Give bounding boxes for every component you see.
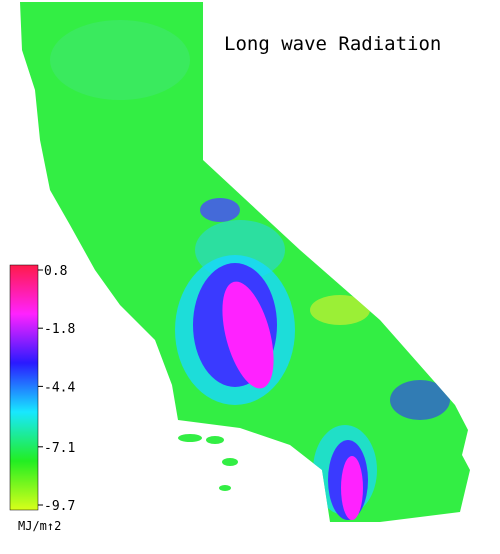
colorbar-tick-label: -1.8 xyxy=(44,322,75,337)
colorbar-tick-label: -4.4 xyxy=(44,380,75,395)
colorbar-tick-label: -7.1 xyxy=(44,441,75,456)
colorbar-unit: MJ/m↑2 xyxy=(18,519,61,533)
colorbar xyxy=(9,264,39,511)
colorbar-tick-label: 0.8 xyxy=(44,264,67,279)
colorbar-tick-label: -9.7 xyxy=(44,499,75,514)
map-title: Long wave Radiation xyxy=(224,33,441,55)
california xyxy=(20,2,470,522)
